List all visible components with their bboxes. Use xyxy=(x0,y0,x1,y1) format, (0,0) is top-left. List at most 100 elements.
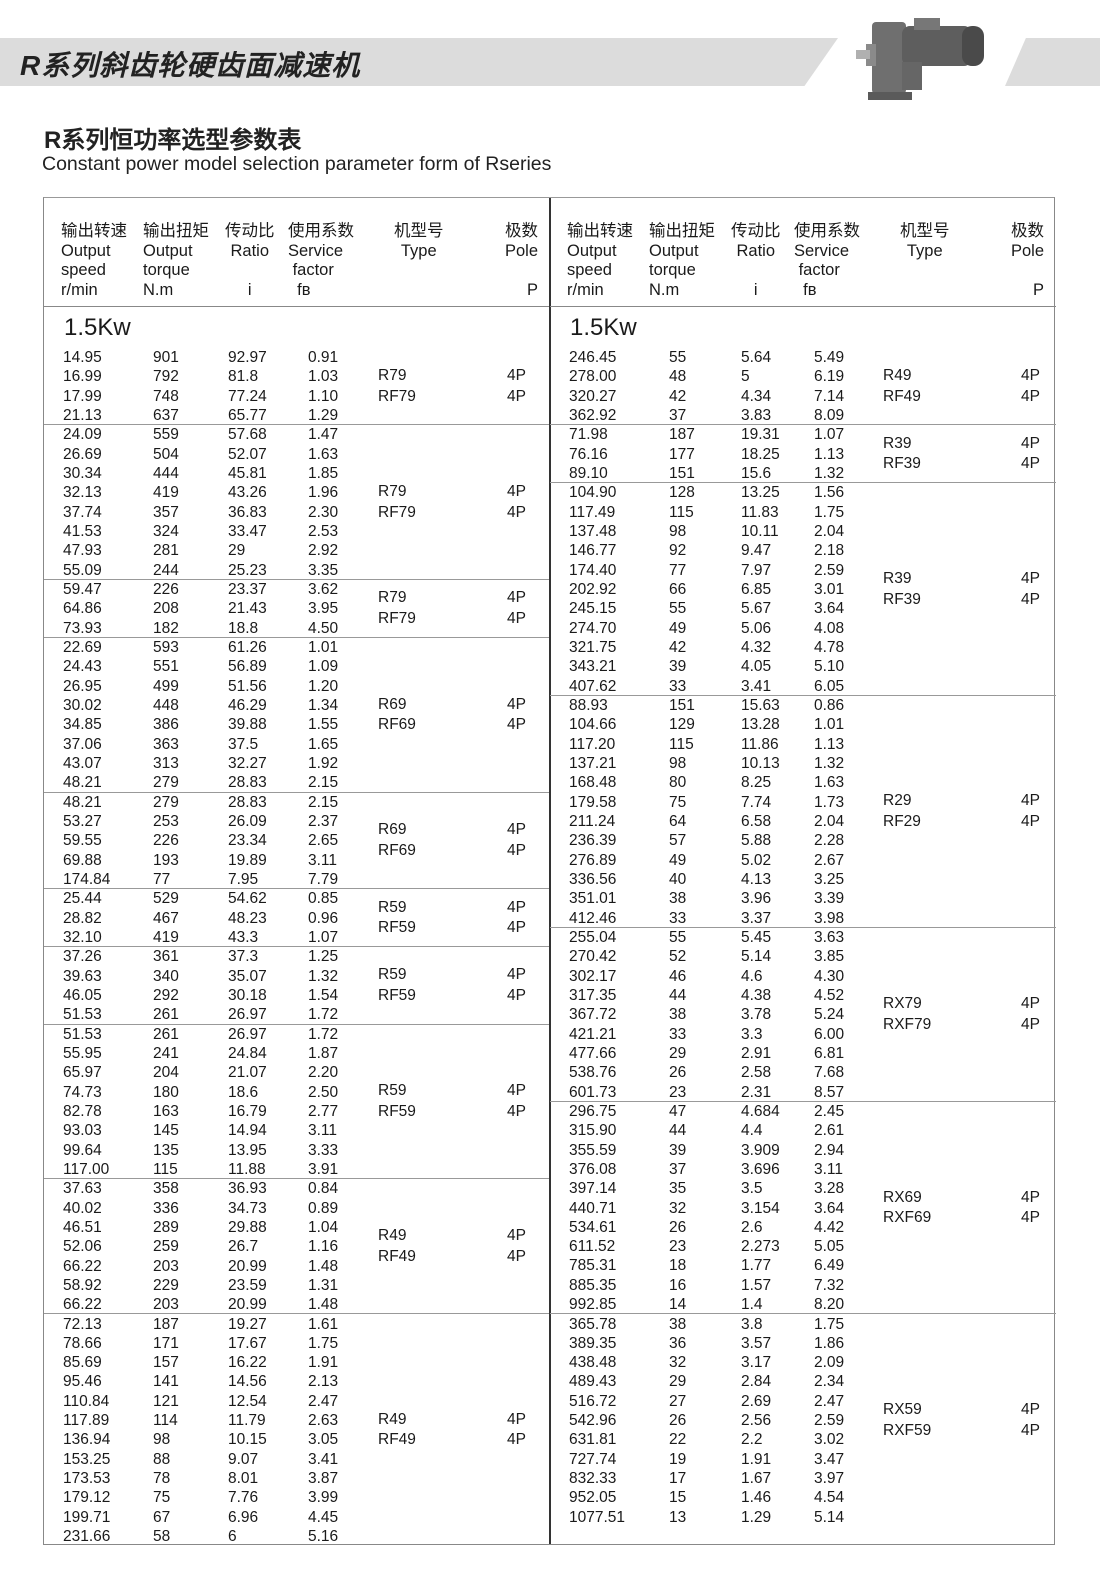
cell-torque: 114 xyxy=(153,1412,178,1430)
table-row: 832.33 17 1.67 3.97 xyxy=(550,1469,1056,1488)
pole-count: 4P 4P xyxy=(1021,434,1040,475)
cell-speed: 99.64 xyxy=(63,1141,102,1159)
table-row: 1077.51 13 1.29 5.14 xyxy=(550,1508,1056,1527)
cell-torque: 229 xyxy=(153,1276,179,1294)
pole-value: 4P xyxy=(507,1247,526,1265)
cell-speed: 173.53 xyxy=(63,1470,111,1488)
table-row: 538.76 26 2.58 7.68 xyxy=(550,1063,1056,1082)
cell-ratio: 54.62 xyxy=(228,890,267,908)
cell-ratio: 4.05 xyxy=(741,658,772,676)
pole-value: 4P xyxy=(507,986,526,1004)
cell-factor: 1.87 xyxy=(308,1044,339,1062)
table-row: 601.73 23 2.31 8.57 xyxy=(550,1083,1056,1102)
model-type: R79 RF79 xyxy=(378,366,416,407)
cell-speed: 59.55 xyxy=(63,832,102,850)
table-row: 14.95 901 92.97 0.91 xyxy=(44,348,550,367)
table-row: 64.86 208 21.43 3.95 xyxy=(44,599,550,618)
pole-value: 4P xyxy=(1021,792,1040,810)
cell-torque: 75 xyxy=(153,1489,171,1507)
model-group: 22.69 593 61.26 1.01 24.43 551 56.89 1.09 26.95 4… xyxy=(44,638,550,793)
cell-ratio: 12.54 xyxy=(228,1392,267,1410)
cell-torque: 29 xyxy=(669,1373,687,1391)
cell-torque: 33 xyxy=(669,909,687,927)
table-row: 82.78 163 16.79 2.77 xyxy=(44,1102,550,1121)
cell-ratio: 46.29 xyxy=(228,696,267,714)
table-row: 137.21 98 10.13 1.32 xyxy=(550,754,1056,773)
cell-speed: 17.99 xyxy=(63,387,102,405)
cell-torque: 32 xyxy=(669,1354,687,1372)
cell-torque: 49 xyxy=(669,851,687,869)
cell-speed: 26.95 xyxy=(63,677,102,695)
cell-speed: 438.48 xyxy=(569,1354,617,1372)
cell-factor: 3.41 xyxy=(308,1450,339,1468)
cell-speed: 367.72 xyxy=(569,1006,617,1024)
model-name: RF49 xyxy=(378,1247,416,1265)
model-name: RF39 xyxy=(883,455,921,473)
cell-torque: 204 xyxy=(153,1064,179,1082)
cell-ratio: 2.273 xyxy=(741,1238,780,1256)
cell-ratio: 3.57 xyxy=(741,1334,772,1352)
pole-value: 4P xyxy=(507,483,526,501)
cell-torque: 23 xyxy=(669,1083,687,1101)
cell-torque: 115 xyxy=(669,503,694,521)
cell-ratio: 15.6 xyxy=(741,464,772,482)
cell-speed: 110.84 xyxy=(63,1392,110,1410)
cell-factor: 1.72 xyxy=(308,1006,339,1024)
cell-torque: 58 xyxy=(153,1528,171,1546)
cell-torque: 504 xyxy=(153,445,179,463)
cell-ratio: 77.24 xyxy=(228,387,267,405)
table-row: 39.63 340 35.07 1.32 xyxy=(44,967,550,986)
model-name: RF59 xyxy=(378,986,416,1004)
cell-ratio: 81.8 xyxy=(228,368,259,386)
cell-ratio: 11.86 xyxy=(741,735,779,753)
model-name: RF79 xyxy=(378,387,416,405)
cell-factor: 3.64 xyxy=(814,600,845,618)
cell-ratio: 21.43 xyxy=(228,600,267,618)
cell-ratio: 36.83 xyxy=(228,503,267,521)
cell-speed: 104.66 xyxy=(569,716,617,734)
model-name: RX59 xyxy=(883,1401,922,1419)
cell-speed: 32.13 xyxy=(63,484,102,502)
cell-speed: 58.92 xyxy=(63,1276,102,1294)
cell-ratio: 10.13 xyxy=(741,754,780,772)
cell-ratio: 17.67 xyxy=(228,1334,267,1352)
cell-ratio: 4.32 xyxy=(741,638,772,656)
cell-torque: 444 xyxy=(153,464,179,482)
cell-factor: 0.89 xyxy=(308,1199,339,1217)
cell-factor: 2.92 xyxy=(308,542,339,560)
cell-factor: 4.30 xyxy=(814,967,845,985)
cell-speed: 24.09 xyxy=(63,426,102,444)
table-row: 104.90 128 13.25 1.56 xyxy=(550,483,1056,502)
cell-speed: 32.10 xyxy=(63,928,102,946)
cell-ratio: 4.6 xyxy=(741,967,763,985)
cell-ratio: 23.37 xyxy=(228,580,267,598)
cell-speed: 55.95 xyxy=(63,1044,102,1062)
cell-torque: 259 xyxy=(153,1238,179,1256)
cell-factor: 6.00 xyxy=(814,1025,845,1043)
cell-ratio: 8.25 xyxy=(741,774,772,792)
cell-factor: 5.10 xyxy=(814,658,845,676)
cell-ratio: 2.84 xyxy=(741,1373,772,1391)
pole-value: 4P xyxy=(1021,1401,1040,1419)
table-row: 376.08 37 3.696 3.11 xyxy=(550,1160,1056,1179)
cell-factor: 6.49 xyxy=(814,1257,845,1275)
table-row: 421.21 33 3.3 6.00 xyxy=(550,1025,1056,1044)
table-row: 85.69 157 16.22 1.91 xyxy=(44,1353,550,1372)
cell-speed: 55.09 xyxy=(63,561,102,579)
model-type: R49 RF49 xyxy=(883,366,921,407)
cell-speed: 66.22 xyxy=(63,1257,102,1275)
cell-torque: 37 xyxy=(669,1160,687,1178)
table-header: 输出转速 Output speed r/min 输出扭矩 Output torqu… xyxy=(550,198,1056,307)
table-row: 28.82 467 48.23 0.96 xyxy=(44,909,550,928)
pole-value: 4P xyxy=(507,609,526,627)
cell-speed: 137.21 xyxy=(569,754,617,772)
cell-factor: 3.33 xyxy=(308,1141,339,1159)
cell-speed: 51.53 xyxy=(63,1006,102,1024)
pole-count: 4P 4P xyxy=(1021,1188,1040,1229)
cell-factor: 3.85 xyxy=(814,948,845,966)
pole-value: 4P xyxy=(507,966,526,984)
cell-torque: 253 xyxy=(153,812,179,830)
cell-factor: 2.09 xyxy=(814,1354,845,1372)
pole-count: 4P 4P xyxy=(1021,366,1040,407)
cell-ratio: 18.25 xyxy=(741,445,780,463)
